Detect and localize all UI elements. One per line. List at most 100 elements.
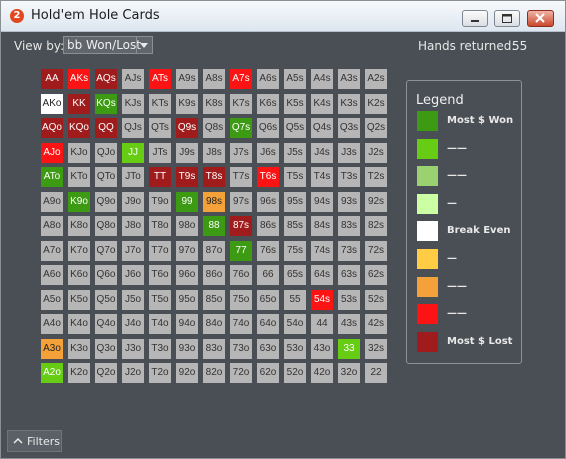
hand-cell[interactable]: T4s (311, 167, 333, 187)
hand-cell[interactable]: AJs (122, 69, 144, 89)
hand-cell[interactable]: 94o (176, 314, 198, 334)
hand-cell[interactable]: A9s (176, 69, 198, 89)
hand-cell[interactable]: 84o (203, 314, 225, 334)
minimize-button[interactable] (462, 10, 488, 27)
hand-cell[interactable]: A6o (41, 265, 63, 285)
hand-cell[interactable]: 63s (338, 265, 360, 285)
hand-cell[interactable]: Q2s (365, 118, 387, 138)
hand-cell[interactable]: T2s (365, 167, 387, 187)
hand-cell[interactable]: AJo (41, 142, 63, 163)
hand-cell[interactable]: A2o (41, 363, 63, 383)
hand-cell[interactable]: 66 (257, 265, 279, 285)
hand-cell[interactable]: A2s (365, 69, 387, 89)
hand-cell[interactable]: J8s (203, 142, 225, 163)
hand-cell[interactable]: Q8o (95, 216, 117, 236)
hand-cell[interactable]: 22 (365, 363, 387, 383)
hand-cell[interactable]: J7s (230, 142, 252, 163)
hand-cell[interactable]: 54s (311, 289, 333, 310)
hand-cell[interactable]: J5s (284, 142, 306, 163)
hand-cell[interactable]: Q3o (95, 338, 117, 359)
hand-cell[interactable]: 75s (284, 240, 306, 261)
hand-cell[interactable]: 42s (365, 314, 387, 334)
hand-cell[interactable]: A5s (284, 69, 306, 89)
hand-cell[interactable]: J7o (122, 240, 144, 261)
hand-cell[interactable]: J4s (311, 142, 333, 163)
hand-cell[interactable]: 76s (257, 240, 279, 261)
hand-cell[interactable]: 42o (311, 363, 333, 383)
hand-cell[interactable]: K5o (68, 289, 90, 310)
hand-cell[interactable]: 32o (338, 363, 360, 383)
hand-cell[interactable]: A6s (257, 69, 279, 89)
hand-cell[interactable]: 87o (203, 240, 225, 261)
hand-cell[interactable]: T7o (149, 240, 171, 261)
hand-cell[interactable]: 85o (203, 289, 225, 310)
hand-cell[interactable]: A3o (41, 338, 63, 359)
hand-cell[interactable]: 98o (176, 216, 198, 236)
hand-cell[interactable]: KQo (68, 118, 90, 138)
hand-cell[interactable]: Q9s (176, 118, 198, 138)
hand-cell[interactable]: 73s (338, 240, 360, 261)
hand-cell[interactable]: QTo (95, 167, 117, 187)
hand-cell[interactable]: Q4o (95, 314, 117, 334)
hand-cell[interactable]: J3o (122, 338, 144, 359)
hand-cell[interactable]: 65s (284, 265, 306, 285)
hand-cell[interactable]: 53s (338, 289, 360, 310)
hand-cell[interactable]: 92o (176, 363, 198, 383)
hand-cell[interactable]: 33 (338, 338, 360, 359)
hand-cell[interactable]: 75o (230, 289, 252, 310)
hand-cell[interactable]: 82o (203, 363, 225, 383)
hand-cell[interactable]: A7o (41, 240, 63, 261)
hand-cell[interactable]: 76o (230, 265, 252, 285)
hand-cell[interactable]: 54o (284, 314, 306, 334)
hand-cell[interactable]: AKo (41, 93, 63, 114)
hand-cell[interactable]: QTs (149, 118, 171, 138)
hand-cell[interactable]: QJs (122, 118, 144, 138)
hand-cell[interactable]: A7s (230, 69, 252, 89)
hand-cell[interactable]: Q6o (95, 265, 117, 285)
hand-cell[interactable]: 85s (284, 216, 306, 236)
hand-cell[interactable]: KQs (95, 93, 117, 114)
filters-toggle[interactable]: Filters (7, 430, 62, 452)
hand-cell[interactable]: A8o (41, 216, 63, 236)
hand-cell[interactable]: 93s (338, 191, 360, 212)
hand-cell[interactable]: T8o (149, 216, 171, 236)
hand-cell[interactable]: T2o (149, 363, 171, 383)
hand-cell[interactable]: KJs (122, 93, 144, 114)
hand-cell[interactable]: 94s (311, 191, 333, 212)
hand-cell[interactable]: 84s (311, 216, 333, 236)
hand-cell[interactable]: 86o (203, 265, 225, 285)
hand-cell[interactable]: K3o (68, 338, 90, 359)
hand-cell[interactable]: Q6s (257, 118, 279, 138)
hand-cell[interactable]: A8s (203, 69, 225, 89)
hand-cell[interactable]: K7s (230, 93, 252, 114)
hand-cell[interactable]: Q8s (203, 118, 225, 138)
hand-cell[interactable]: 74o (230, 314, 252, 334)
hand-cell[interactable]: 43o (311, 338, 333, 359)
hand-cell[interactable]: 52s (365, 289, 387, 310)
hand-cell[interactable]: 99 (176, 191, 198, 212)
hand-cell[interactable]: 73o (230, 338, 252, 359)
hand-cell[interactable]: 95o (176, 289, 198, 310)
hand-cell[interactable]: J6s (257, 142, 279, 163)
hand-cell[interactable]: K6s (257, 93, 279, 114)
hand-cell[interactable]: KTo (68, 167, 90, 187)
hand-cell[interactable]: T5o (149, 289, 171, 310)
hand-cell[interactable]: T7s (230, 167, 252, 187)
hand-cell[interactable]: A4s (311, 69, 333, 89)
hand-cell[interactable]: 97o (176, 240, 198, 261)
hand-cell[interactable]: 95s (284, 191, 306, 212)
hand-cell[interactable]: ATo (41, 167, 63, 187)
hand-cell[interactable]: T3s (338, 167, 360, 187)
hand-cell[interactable]: 86s (257, 216, 279, 236)
maximize-button[interactable] (494, 10, 520, 27)
hand-cell[interactable]: J4o (122, 314, 144, 334)
hand-cell[interactable]: 53o (284, 338, 306, 359)
title-bar[interactable]: 2 Hold'em Hole Cards (1, 1, 565, 32)
hand-cell[interactable]: J2s (365, 142, 387, 163)
hand-cell[interactable]: K4s (311, 93, 333, 114)
hand-cell[interactable]: Q2o (95, 363, 117, 383)
hand-cell[interactable]: KJo (68, 142, 90, 163)
hand-cell[interactable]: 92s (365, 191, 387, 212)
hand-cell[interactable]: K2o (68, 363, 90, 383)
hand-cell[interactable]: A4o (41, 314, 63, 334)
